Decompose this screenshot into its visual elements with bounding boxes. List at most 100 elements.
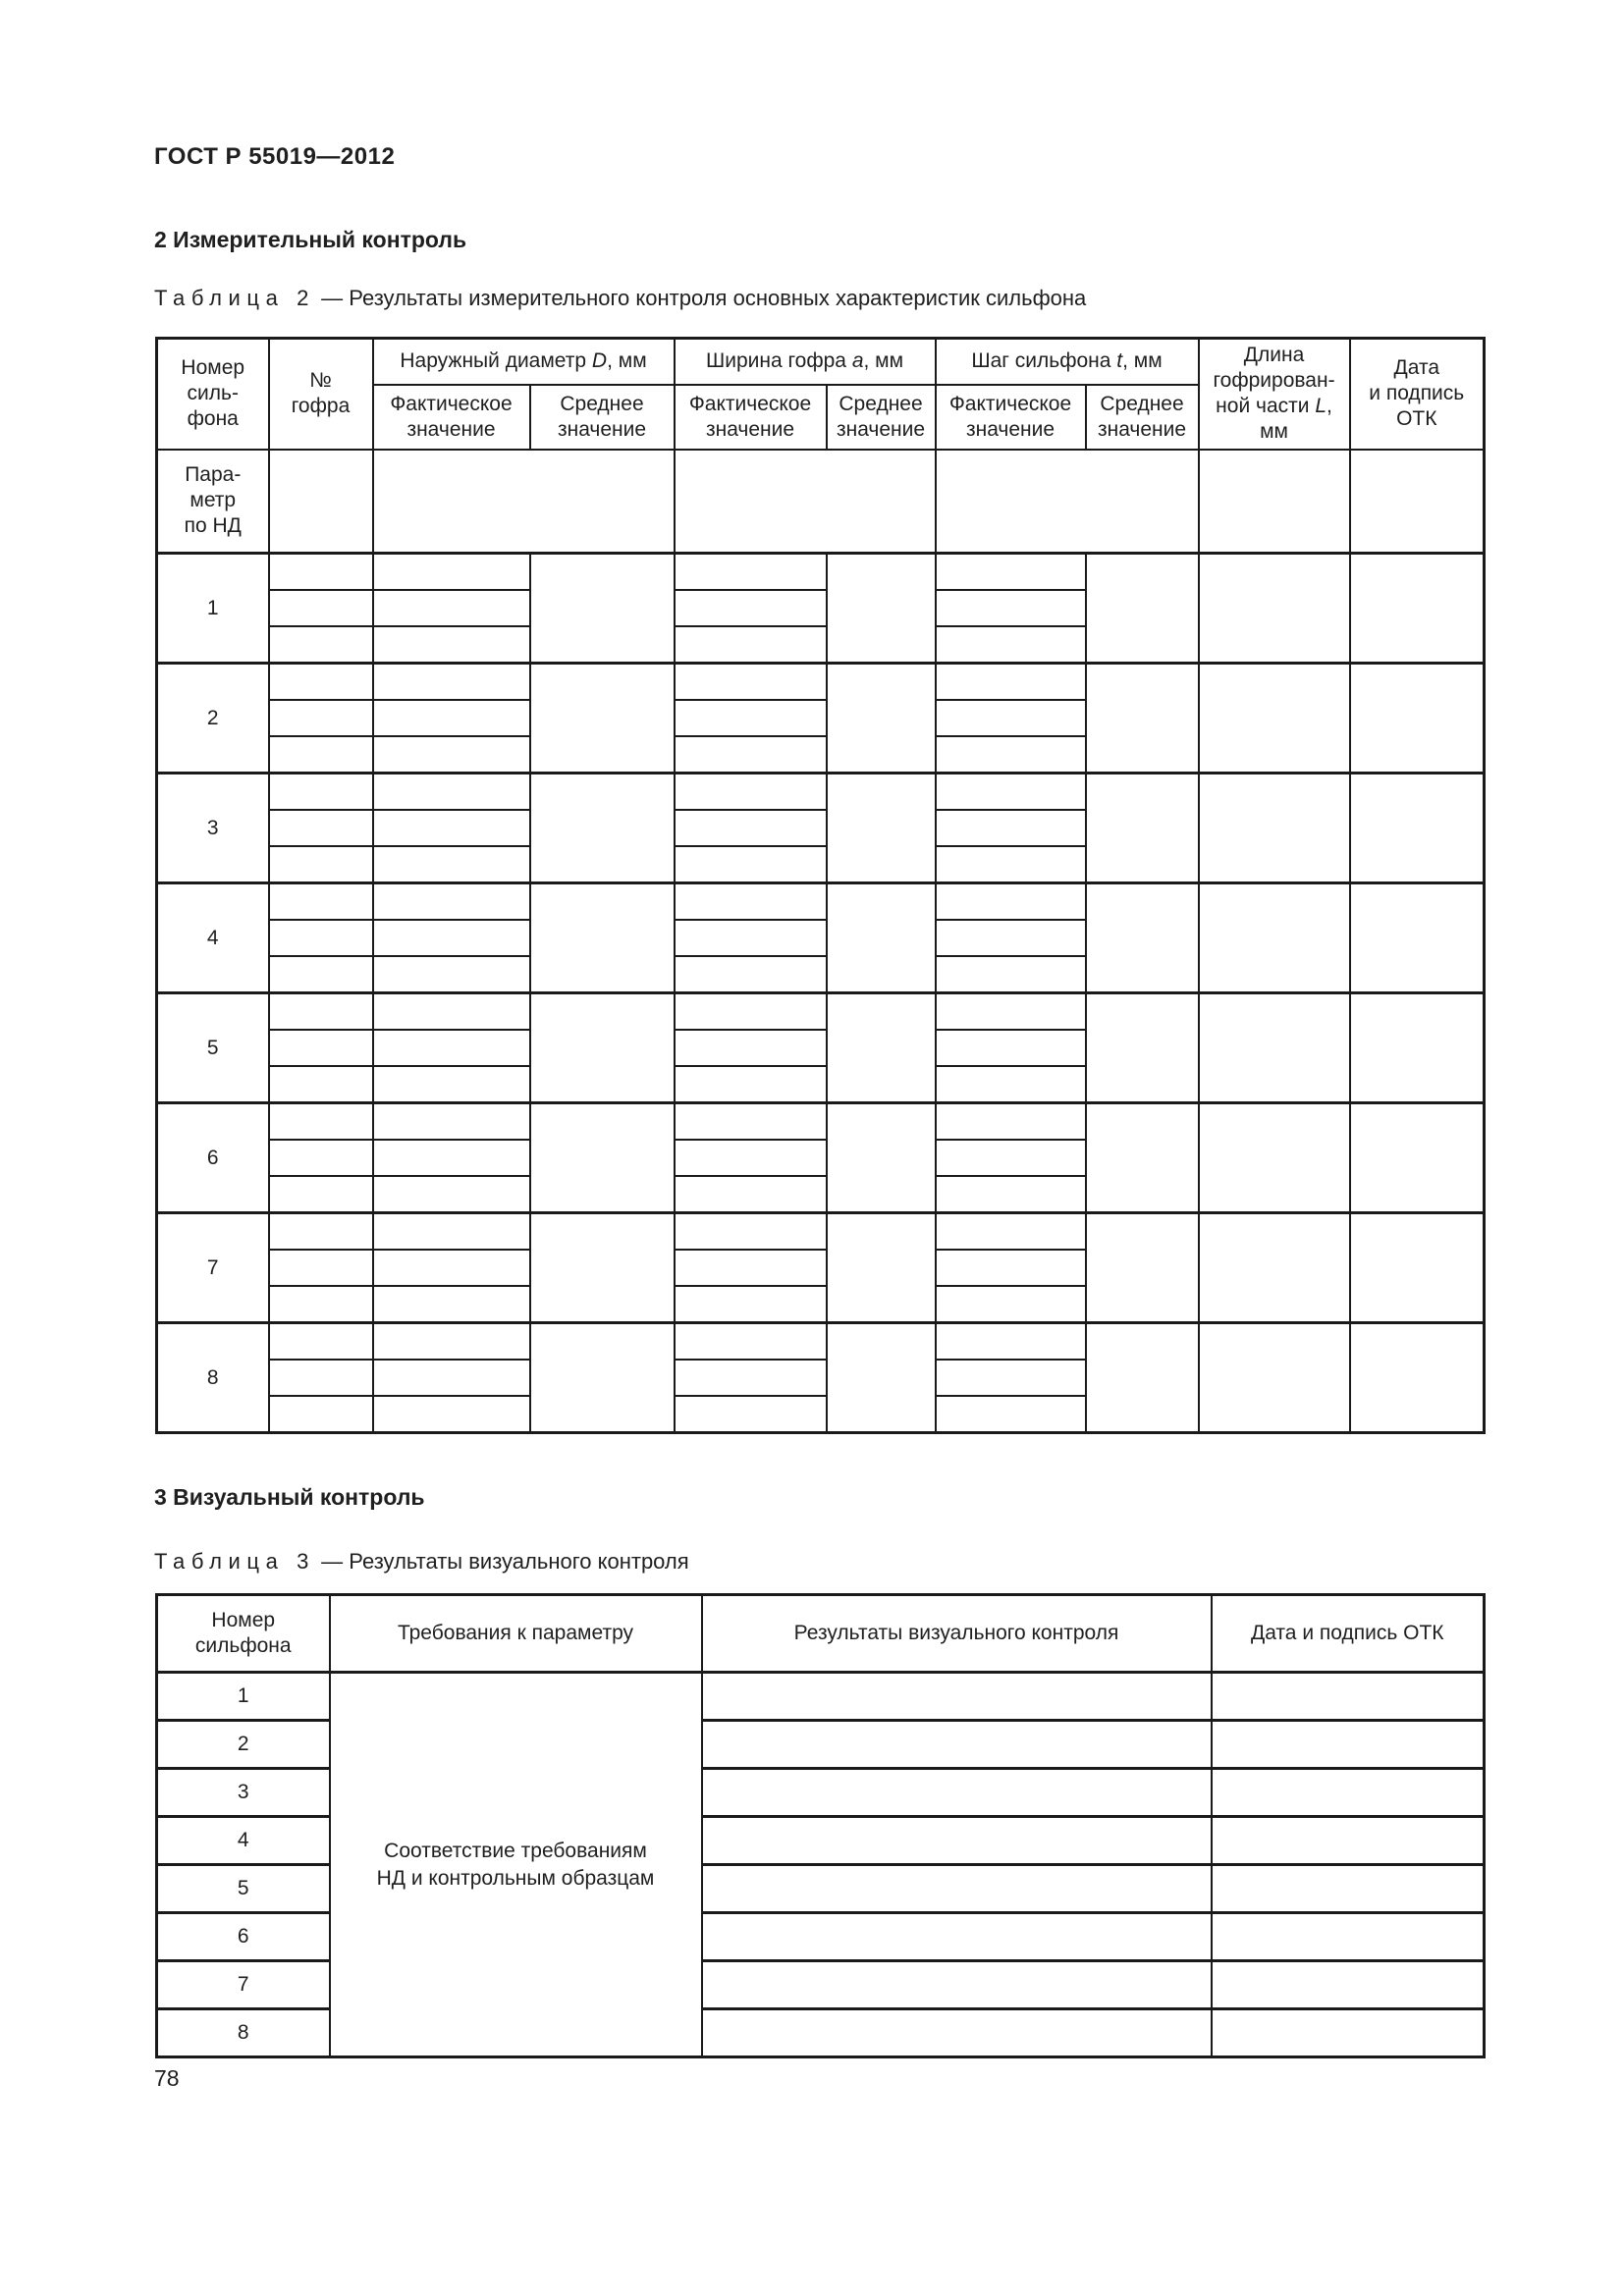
t2-data-cell xyxy=(825,881,937,994)
t2-param-cell xyxy=(673,448,937,555)
t2-data-cell xyxy=(1084,1101,1200,1214)
t2-data-cell xyxy=(371,1211,531,1251)
t3-date-cell xyxy=(1210,2007,1486,2058)
t2-data-cell xyxy=(934,808,1087,847)
t3-result-cell xyxy=(700,1719,1213,1770)
t2-data-cell xyxy=(825,662,937,774)
pitch-symbol: t xyxy=(1116,349,1123,373)
t2-row-number: 1 xyxy=(155,552,270,665)
t2-data-cell xyxy=(934,662,1087,701)
t2-data-cell xyxy=(1348,881,1486,994)
width-symbol: a xyxy=(851,349,864,373)
t2-data-cell xyxy=(371,1321,531,1361)
t2-data-cell xyxy=(673,552,828,591)
t2-data-cell xyxy=(267,954,374,994)
page-number: 78 xyxy=(154,2065,180,2091)
t2-data-cell xyxy=(934,1064,1087,1104)
t2-data-cell xyxy=(673,588,828,627)
table-2-measurement-results: Номер силь- фона № гофра Наружный диамет… xyxy=(155,337,1487,1434)
t2-data-cell xyxy=(371,1174,531,1214)
t2-data-cell xyxy=(673,991,828,1031)
t2-data-cell xyxy=(267,808,374,847)
t2-data-cell xyxy=(267,1211,374,1251)
t2-data-cell xyxy=(528,1321,676,1434)
t2-data-cell xyxy=(1197,1211,1351,1324)
t2-data-cell xyxy=(371,954,531,994)
t2-data-cell xyxy=(371,1248,531,1287)
t3-result-cell xyxy=(700,1671,1213,1722)
t2-header-date-sign-otk: Дата и подпись ОТК xyxy=(1348,337,1486,451)
t2-data-cell xyxy=(673,954,828,994)
t2-subheader-actual-pitch: Фактическое значение xyxy=(934,383,1087,451)
t2-data-cell xyxy=(1084,552,1200,665)
table-2-caption-text: — Результаты измерительного контроля осн… xyxy=(321,286,1087,310)
t2-data-cell xyxy=(1197,552,1351,665)
t2-data-cell xyxy=(1348,662,1486,774)
t3-row-number: 6 xyxy=(155,1911,331,1962)
t2-data-cell xyxy=(673,1284,828,1324)
t2-data-cell xyxy=(825,772,937,884)
t2-row-number: 2 xyxy=(155,662,270,774)
t3-header-bellows-number: Номер сильфона xyxy=(155,1593,331,1674)
t2-data-cell xyxy=(1084,772,1200,884)
t2-data-cell xyxy=(371,1064,531,1104)
t2-data-cell xyxy=(934,1138,1087,1177)
t2-data-cell xyxy=(1197,1101,1351,1214)
t2-data-cell xyxy=(1197,881,1351,994)
t3-date-cell xyxy=(1210,1767,1486,1818)
t2-data-cell xyxy=(267,1028,374,1067)
t2-data-cell xyxy=(267,1284,374,1324)
t2-data-cell xyxy=(1197,991,1351,1104)
t3-row-number: 4 xyxy=(155,1815,331,1866)
table-3-caption: Таблица 3 — Результаты визуального контр… xyxy=(154,1549,689,1575)
table-2-caption-label: Таблица 2 xyxy=(154,286,316,310)
table-3-caption-text: — Результаты визуального контроля xyxy=(321,1549,689,1574)
t3-result-cell xyxy=(700,1959,1213,2010)
t2-data-cell xyxy=(934,624,1087,665)
t2-data-cell xyxy=(673,881,828,921)
t2-row-number: 7 xyxy=(155,1211,270,1324)
t3-date-cell xyxy=(1210,1863,1486,1914)
t2-subheader-actual-diameter: Фактическое значение xyxy=(371,383,531,451)
t2-data-cell xyxy=(934,991,1087,1031)
t3-row-number: 2 xyxy=(155,1719,331,1770)
t2-data-cell xyxy=(1197,772,1351,884)
t2-data-cell xyxy=(371,1394,531,1434)
t2-data-cell xyxy=(1348,991,1486,1104)
t2-data-cell xyxy=(1084,881,1200,994)
t3-row-number: 8 xyxy=(155,2007,331,2058)
t2-data-cell xyxy=(934,1394,1087,1434)
t2-data-cell xyxy=(1197,1321,1351,1434)
t2-param-row-label: Пара- метр по НД xyxy=(155,448,270,555)
t2-data-cell xyxy=(371,881,531,921)
t2-data-cell xyxy=(267,1358,374,1397)
table-2-caption: Таблица 2 — Результаты измерительного ко… xyxy=(154,286,1086,311)
t3-result-cell xyxy=(700,1815,1213,1866)
t2-data-cell xyxy=(267,1248,374,1287)
t3-date-cell xyxy=(1210,1815,1486,1866)
t3-date-cell xyxy=(1210,1959,1486,2010)
t3-header-visual-results: Результаты визуального контроля xyxy=(700,1593,1213,1674)
t2-data-cell xyxy=(371,624,531,665)
t2-data-cell xyxy=(934,844,1087,884)
t2-row-number: 4 xyxy=(155,881,270,994)
t2-data-cell xyxy=(934,588,1087,627)
t2-data-cell xyxy=(934,1028,1087,1067)
t2-data-cell xyxy=(267,1064,374,1104)
t3-result-cell xyxy=(700,1863,1213,1914)
t2-data-cell xyxy=(825,1211,937,1324)
section-3-heading: 3 Визуальный контроль xyxy=(154,1484,425,1510)
t2-row-number: 8 xyxy=(155,1321,270,1434)
t2-data-cell xyxy=(1348,1211,1486,1324)
t2-data-cell xyxy=(1084,991,1200,1104)
t2-data-cell xyxy=(528,552,676,665)
t2-subheader-average-width: Среднее значение xyxy=(825,383,937,451)
t2-param-cell xyxy=(267,448,374,555)
t2-subheader-average-pitch: Среднее значение xyxy=(1084,383,1200,451)
t2-data-cell xyxy=(934,881,1087,921)
t2-data-cell xyxy=(528,1211,676,1324)
t2-data-cell xyxy=(934,1358,1087,1397)
t2-data-cell xyxy=(673,1174,828,1214)
t2-data-cell xyxy=(673,1321,828,1361)
t2-data-cell xyxy=(1348,1321,1486,1434)
